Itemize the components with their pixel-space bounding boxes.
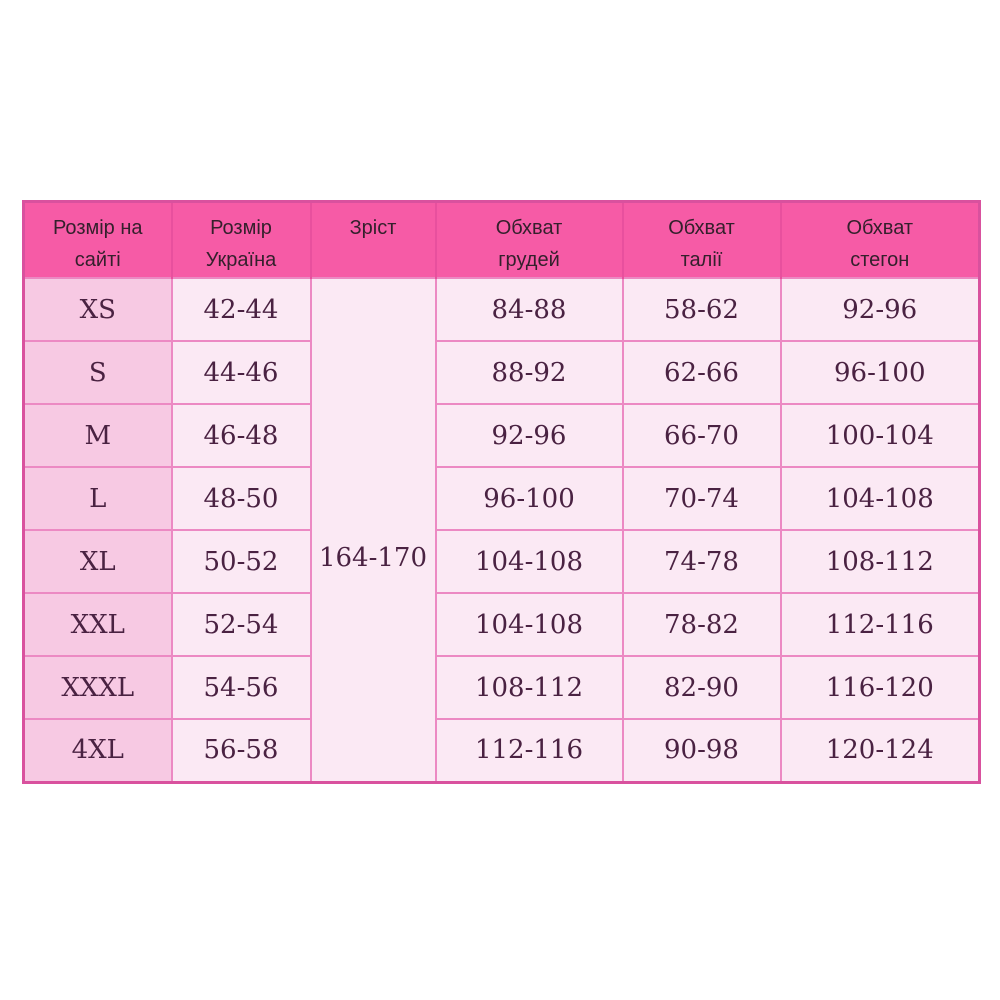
table-row-xxl: XXL 52-54 104-108 78-82 112-116 xyxy=(22,592,981,657)
chest-cell: 84-88 xyxy=(434,277,624,342)
site-size-cell: 4XL xyxy=(22,718,173,783)
ukraine-size-cell: 46-48 xyxy=(170,403,312,468)
header-row: Розмір на сайті Розмір Україна Зріст Обх… xyxy=(23,201,980,278)
hips-cell: 104-108 xyxy=(779,466,981,531)
header-waist-label: Обхват талії xyxy=(668,217,735,271)
waist-cell: 78-82 xyxy=(621,592,782,657)
header-size-ukraine: Розмір Україна xyxy=(170,201,311,278)
site-size-cell: L xyxy=(22,466,173,531)
chest-cell: 92-96 xyxy=(434,403,624,468)
chest-cell: 96-100 xyxy=(434,466,624,531)
table-row-s: S 44-46 88-92 62-66 96-100 xyxy=(22,340,981,405)
site-size-cell: XXXL xyxy=(22,655,173,720)
table-body: XS 42-44 164-170 84-88 58-62 92-96 S 44-… xyxy=(22,277,981,783)
header-size-site: Розмір на сайті xyxy=(23,201,172,278)
hips-cell: 96-100 xyxy=(779,340,981,405)
ukraine-size-cell: 52-54 xyxy=(170,592,312,657)
ukraine-size-cell: 50-52 xyxy=(170,529,312,594)
ukraine-size-cell: 56-58 xyxy=(170,718,312,783)
height-value: 164-170 xyxy=(318,542,428,573)
header-size-site-label: Розмір на сайті xyxy=(52,217,143,271)
waist-cell: 90-98 xyxy=(621,718,782,783)
header-height: Зріст xyxy=(309,201,436,278)
size-chart: Розмір на сайті Розмір Україна Зріст Обх… xyxy=(22,200,981,784)
chest-cell: 108-112 xyxy=(434,655,624,720)
size-chart-table: Розмір на сайті Розмір Україна Зріст Обх… xyxy=(22,200,981,784)
table-row-xxxl: XXXL 54-56 108-112 82-90 116-120 xyxy=(22,655,981,720)
chest-cell: 104-108 xyxy=(434,592,624,657)
hips-cell: 108-112 xyxy=(779,529,981,594)
header-size-ukraine-label: Розмір Україна xyxy=(205,217,277,271)
hips-cell: 120-124 xyxy=(779,718,981,783)
hips-cell: 100-104 xyxy=(779,403,981,468)
waist-cell: 70-74 xyxy=(621,466,782,531)
waist-cell: 74-78 xyxy=(621,529,782,594)
table-row-xs: XS 42-44 164-170 84-88 58-62 92-96 xyxy=(22,277,981,783)
ukraine-size-cell: 42-44 xyxy=(170,277,312,342)
waist-cell: 58-62 xyxy=(621,277,782,342)
ukraine-size-cell: 54-56 xyxy=(170,655,312,720)
table-row-xl: XL 50-52 104-108 74-78 108-112 xyxy=(22,529,981,594)
header-hips-label: Обхват стегон xyxy=(846,217,914,271)
header-height-label: Зріст xyxy=(349,217,397,239)
table-row-4xl: 4XL 56-58 112-116 90-98 120-124 xyxy=(22,718,981,783)
waist-cell: 62-66 xyxy=(621,340,782,405)
hips-cell: 116-120 xyxy=(779,655,981,720)
site-size-cell: XS xyxy=(22,277,173,342)
site-size-cell: M xyxy=(22,403,173,468)
hips-cell: 92-96 xyxy=(779,277,981,342)
header-chest: Обхват грудей xyxy=(434,201,623,278)
ukraine-size-cell: 48-50 xyxy=(170,466,312,531)
header-chest-label: Обхват грудей xyxy=(495,217,563,271)
site-size-cell: S xyxy=(22,340,173,405)
chest-cell: 88-92 xyxy=(434,340,624,405)
waist-cell: 82-90 xyxy=(621,655,782,720)
chest-cell: 104-108 xyxy=(434,529,624,594)
header-waist: Обхват талії xyxy=(621,201,781,278)
waist-cell: 66-70 xyxy=(621,403,782,468)
table-row-l: L 48-50 96-100 70-74 104-108 xyxy=(22,466,981,531)
height-merged-cell: 164-170 xyxy=(309,277,437,783)
hips-cell: 112-116 xyxy=(779,592,981,657)
table-header: Розмір на сайті Розмір Україна Зріст Обх… xyxy=(23,201,980,278)
header-hips: Обхват стегон xyxy=(779,201,980,278)
site-size-cell: XXL xyxy=(22,592,173,657)
ukraine-size-cell: 44-46 xyxy=(170,340,312,405)
chest-cell: 112-116 xyxy=(434,718,624,783)
table-row-m: M 46-48 92-96 66-70 100-104 xyxy=(22,403,981,468)
site-size-cell: XL xyxy=(22,529,173,594)
